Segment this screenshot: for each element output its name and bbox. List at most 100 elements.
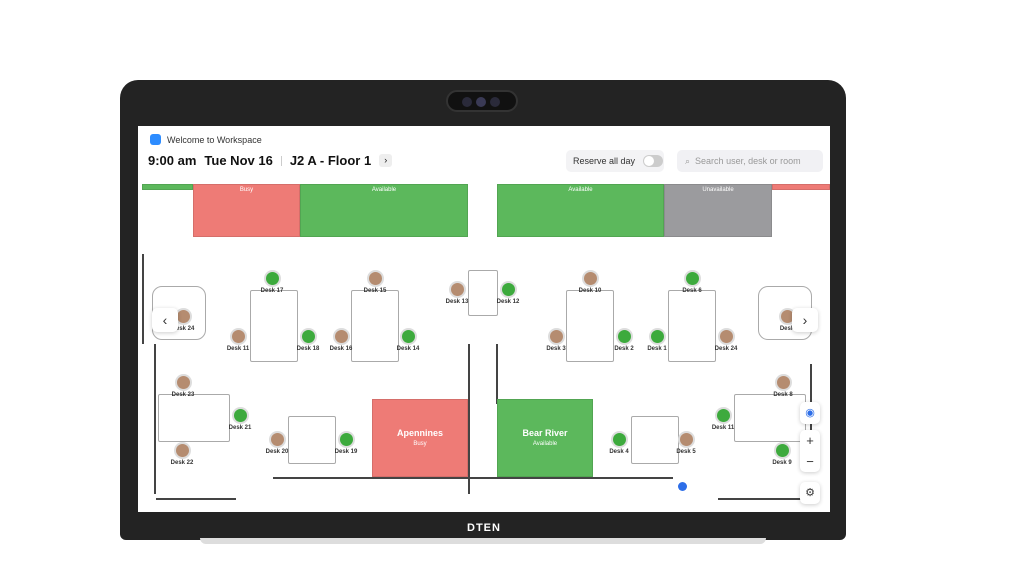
desk-label: Desk 2: [614, 346, 634, 352]
user-avatar: [448, 281, 466, 298]
room-top-unavailable[interactable]: Unavailable: [664, 184, 772, 237]
desk-marker[interactable]: Desk 6: [672, 270, 712, 294]
search-icon: ⌕: [685, 155, 691, 166]
desk-marker[interactable]: Desk 9: [762, 442, 802, 466]
desk-marker[interactable]: Desk 10: [570, 270, 610, 294]
prev-button[interactable]: ‹: [152, 308, 178, 332]
room-top-available[interactable]: Available: [300, 184, 468, 237]
chevron-right-icon[interactable]: ›: [379, 154, 393, 167]
reserve-all-day[interactable]: Reserve all day: [566, 150, 664, 172]
user-avatar: [173, 442, 191, 459]
available-dot-icon: [337, 431, 355, 448]
wall: [142, 254, 144, 344]
desk-label: Desk 18: [296, 346, 320, 352]
desk-label: Desk 11: [226, 346, 250, 352]
desk-label: Desk 14: [396, 346, 420, 352]
desk-marker[interactable]: Desk 14: [388, 328, 428, 352]
camera: [446, 90, 518, 112]
desk-marker[interactable]: Desk 17: [252, 270, 292, 294]
desk-label: Desk 8: [773, 392, 793, 398]
desk-marker[interactable]: Desk 23: [163, 374, 203, 398]
app-header: Welcome to Workspace: [150, 134, 262, 145]
user-avatar: [547, 328, 565, 345]
desk-label: Desk 20: [265, 449, 289, 455]
divider: [280, 155, 282, 166]
room-status: Busy: [413, 441, 427, 447]
settings-gear-icon[interactable]: ⚙: [800, 482, 820, 504]
current-location-dot: [678, 482, 687, 491]
available-dot-icon: [399, 328, 417, 345]
room-status: Unavailable: [702, 187, 734, 193]
date[interactable]: Tue Nov 16: [204, 153, 273, 168]
desk-marker[interactable]: Desk 19: [326, 431, 366, 455]
desk-marker[interactable]: Desk 12: [488, 281, 528, 305]
desk-marker[interactable]: Desk 16: [321, 328, 361, 352]
available-dot-icon: [773, 442, 791, 459]
desk-marker[interactable]: Desk 11: [218, 328, 258, 352]
locate-icon[interactable]: ◉: [800, 402, 820, 424]
desk-table: [351, 290, 399, 362]
page-title: 9:00 am Tue Nov 16 J2 A - Floor 1 ›: [148, 153, 393, 168]
next-button[interactable]: ›: [792, 308, 818, 332]
app-title: Welcome to Workspace: [167, 134, 262, 145]
desk-marker[interactable]: Desk 20: [257, 431, 297, 455]
search-input[interactable]: ⌕ Search user, desk or room: [677, 150, 823, 172]
user-avatar: [332, 328, 350, 345]
top-right-room[interactable]: [772, 184, 830, 190]
available-dot-icon: [499, 281, 517, 298]
desk-marker[interactable]: Desk 8: [763, 374, 803, 398]
floor-map[interactable]: Busy Available Available Unavailable Ape…: [138, 184, 830, 512]
app-icon: [150, 134, 161, 145]
desk-table: [158, 394, 230, 442]
desk-label: Desk 13: [445, 299, 469, 305]
zoom-in-button[interactable]: +: [806, 433, 814, 448]
desk-table: [566, 290, 614, 362]
desk-label: Desk 12: [496, 299, 520, 305]
desk-marker[interactable]: Desk 2: [604, 328, 644, 352]
room-top-available-2[interactable]: Available: [497, 184, 664, 237]
room-top-busy[interactable]: Busy: [193, 184, 300, 237]
desk-marker[interactable]: Desk 22: [162, 442, 202, 466]
desk-label: Desk 5: [676, 449, 696, 455]
room-apennines[interactable]: Apennines Busy: [372, 399, 468, 477]
desk-marker[interactable]: Desk 18: [288, 328, 328, 352]
desk-marker[interactable]: Desk 21: [220, 407, 260, 431]
desk-marker[interactable]: Desk 1: [637, 328, 677, 352]
desk-label: Desk 16: [329, 346, 353, 352]
available-dot-icon: [683, 270, 701, 287]
top-left-room[interactable]: [142, 184, 193, 190]
desk-label: Desk 24: [714, 346, 738, 352]
desk-table: [250, 290, 298, 362]
zoom-controls: + −: [800, 430, 820, 472]
desk-label: Desk 15: [363, 288, 387, 294]
desk-marker[interactable]: Desk 24: [706, 328, 746, 352]
user-avatar: [229, 328, 247, 345]
desk-marker[interactable]: Desk 15: [355, 270, 395, 294]
user-avatar: [174, 374, 192, 391]
room-name: Apennines: [396, 428, 443, 438]
zoom-out-button[interactable]: −: [806, 454, 814, 469]
desk-label: Desk 4: [609, 449, 629, 455]
desk-label: Desk 24: [171, 326, 195, 332]
available-dot-icon: [299, 328, 317, 345]
desk-marker[interactable]: Desk 11: [703, 407, 743, 431]
room-bear-river[interactable]: Bear River Available: [497, 399, 593, 477]
desk-marker[interactable]: Desk 3: [536, 328, 576, 352]
desk-marker[interactable]: Desk 5: [666, 431, 706, 455]
search-placeholder: Search user, desk or room: [695, 156, 801, 166]
available-dot-icon: [615, 328, 633, 345]
available-dot-icon: [263, 270, 281, 287]
desk-marker[interactable]: Desk 13: [437, 281, 477, 305]
desk-marker[interactable]: Desk 4: [599, 431, 639, 455]
room-status: Busy: [239, 187, 254, 193]
user-avatar: [774, 374, 792, 391]
wall: [718, 498, 808, 500]
desk-label: Desk 22: [170, 460, 194, 466]
available-dot-icon: [231, 407, 249, 424]
user-avatar: [717, 328, 735, 345]
floor-selector[interactable]: J2 A - Floor 1: [289, 153, 372, 168]
desk-label: Desk 21: [228, 425, 252, 431]
desk-label: Desk 3: [546, 346, 566, 352]
reserve-toggle[interactable]: [643, 155, 664, 167]
desk-label: Desk 11: [711, 425, 735, 431]
